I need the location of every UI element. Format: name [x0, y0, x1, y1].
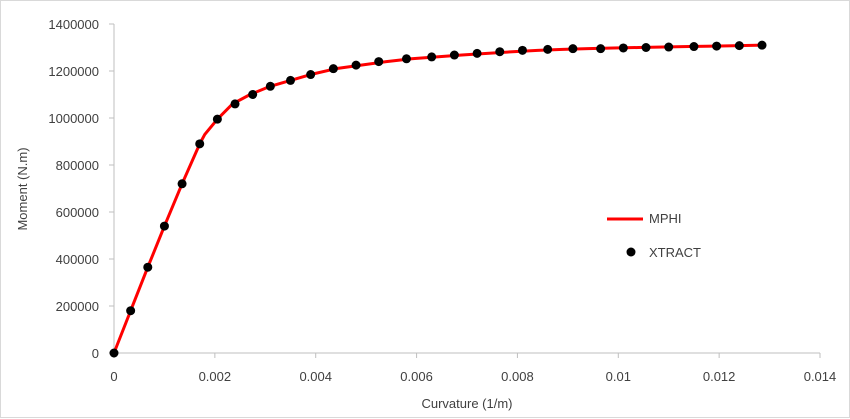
- x-tick-label: 0: [110, 369, 117, 384]
- y-tick-label: 1200000: [48, 64, 99, 79]
- y-tick-label: 1400000: [48, 17, 99, 32]
- legend-mphi-label: MPHI: [649, 211, 682, 226]
- data-point-xtract: [126, 306, 136, 316]
- data-point-xtract: [230, 99, 240, 109]
- data-point-xtract: [641, 43, 651, 52]
- legend-xtract-label: XTRACT: [649, 245, 701, 260]
- legend: MPHI XTRACT: [607, 211, 701, 260]
- x-tick-label: 0.014: [804, 369, 837, 384]
- x-tick-label: 0.012: [703, 369, 736, 384]
- data-point-xtract: [664, 42, 674, 52]
- data-point-xtract: [495, 47, 505, 57]
- y-tick-label: 400000: [56, 252, 99, 267]
- data-point-xtract: [265, 81, 275, 91]
- data-point-xtract: [374, 57, 384, 67]
- data-point-xtract: [351, 60, 361, 70]
- data-point-xtract: [328, 64, 338, 74]
- data-point-xtract: [212, 114, 222, 124]
- data-point-xtract: [596, 44, 606, 54]
- data-point-xtract: [517, 45, 527, 55]
- data-point-xtract: [248, 90, 258, 99]
- data-point-xtract: [427, 52, 437, 62]
- data-point-xtract: [689, 42, 699, 52]
- x-tick-label: 0.008: [501, 369, 534, 384]
- legend-xtract-marker: [626, 247, 636, 257]
- y-tick-label: 200000: [56, 299, 99, 314]
- y-axis-title: Moment (N.m): [15, 147, 30, 230]
- x-tick-label: 0.006: [400, 369, 433, 384]
- data-point-xtract: [109, 348, 119, 358]
- data-point-xtract: [449, 50, 459, 60]
- y-tick-label: 0: [92, 346, 99, 361]
- data-point-xtract: [177, 179, 187, 189]
- data-point-xtract: [306, 70, 316, 80]
- x-tick-label: 0.002: [199, 369, 232, 384]
- x-axis-title: Curvature (1/m): [421, 396, 512, 411]
- data-point-xtract: [195, 139, 205, 149]
- y-tick-label: 1000000: [48, 111, 99, 126]
- x-axis-ticks: 0 0.002 0.004 0.006 0.008 0.01 0.012 0.014: [110, 353, 836, 384]
- data-point-xtract: [143, 262, 153, 272]
- data-point-xtract: [159, 221, 169, 231]
- y-axis-ticks: 0 200000 400000 600000 800000 1000000 1200000 1…: [48, 17, 114, 361]
- data-point-xtract: [472, 48, 482, 58]
- x-tick-label: 0.01: [606, 369, 631, 384]
- y-tick-label: 800000: [56, 158, 99, 173]
- data-point-xtract: [734, 41, 744, 51]
- data-point-xtract: [543, 44, 553, 54]
- data-point-xtract: [757, 40, 767, 50]
- data-point-xtract: [401, 54, 411, 64]
- data-point-xtract: [712, 41, 722, 51]
- x-tick-label: 0.004: [299, 369, 332, 384]
- data-point-xtract: [286, 75, 295, 85]
- data-point-xtract: [568, 44, 578, 54]
- y-tick-label: 600000: [56, 205, 99, 220]
- data-point-xtract: [618, 43, 628, 53]
- series-line-mphi: [112, 43, 765, 354]
- series-layer: [109, 40, 767, 358]
